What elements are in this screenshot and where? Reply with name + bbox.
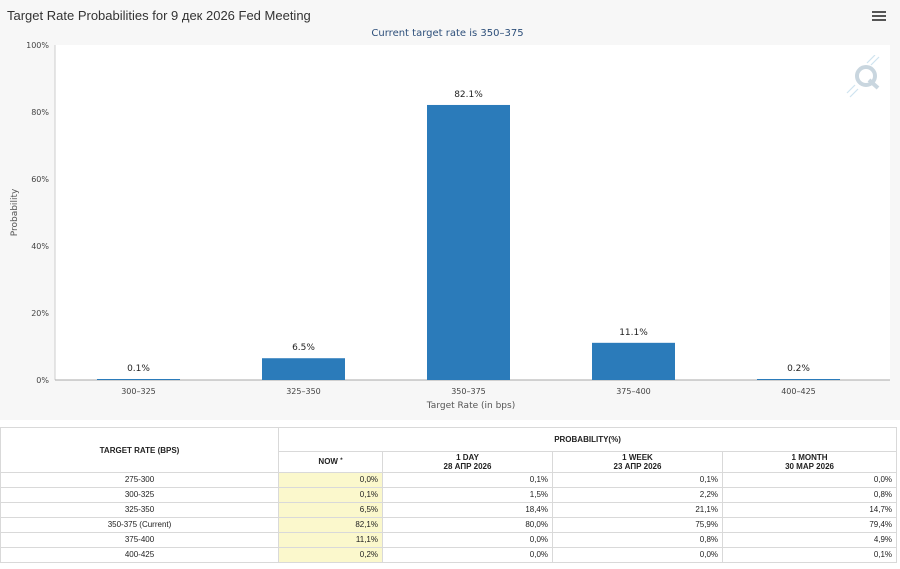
one-day-cell: 18,4% xyxy=(382,502,553,518)
bar xyxy=(592,342,675,380)
x-tick-label: 325–350 xyxy=(286,387,321,396)
chart-subtitle: Current target rate is 350–375 xyxy=(371,28,523,39)
bar-value-label: 0.1% xyxy=(127,364,150,374)
target-rate-header: TARGET RATE (BPS) xyxy=(0,427,279,473)
one-week-date: 23 АПР 2026 xyxy=(613,461,662,471)
chart-panel: Current target rate is 350–375 0% 20% 40% 60… xyxy=(7,8,890,411)
y-tick-label: 0% xyxy=(36,376,49,385)
y-tick-label: 80% xyxy=(31,108,49,117)
y-tick-label: 60% xyxy=(31,175,49,184)
x-tick-label: 300–325 xyxy=(121,387,156,396)
one-day-cell: 0,0% xyxy=(382,547,553,563)
table-row: 325-350 6,5% 18,4% 21,1% 14,7% xyxy=(0,502,898,518)
one-day-cell: 1,5% xyxy=(382,487,553,503)
one-month-cell: 79,4% xyxy=(721,517,898,533)
bar xyxy=(97,379,180,380)
now-cell: 0,2% xyxy=(278,547,383,563)
y-axis-title: Probability xyxy=(10,188,20,236)
y-tick-label: 40% xyxy=(31,242,49,251)
one-month-header: 1 MONTH 30 МАР 2026 xyxy=(721,450,898,474)
bar-value-label: 0.2% xyxy=(787,364,810,374)
rate-cell: 325-350 xyxy=(0,502,279,518)
one-day-cell: 0,0% xyxy=(382,532,553,548)
one-month-cell: 0,1% xyxy=(721,547,898,563)
one-week-cell: 2,2% xyxy=(552,487,723,503)
bar-value-label: 11.1% xyxy=(619,328,648,338)
probability-header: PROBABILITY(%) xyxy=(277,427,898,452)
now-header-label: NOW xyxy=(318,457,338,467)
probability-table: TARGET RATE (BPS) PROBABILITY(%) NOW * 1… xyxy=(0,427,898,563)
bar-value-label: 82.1% xyxy=(454,90,483,100)
y-tick-label: 20% xyxy=(31,309,49,318)
table-row: 400-425 0,2% 0,0% 0,0% 0,1% xyxy=(0,547,898,563)
chart-title: Target Rate Probabilities for 9 дек 2026… xyxy=(7,8,311,23)
now-cell: 0,0% xyxy=(278,472,383,488)
rate-cell: 350-375 (Current) xyxy=(0,517,279,533)
one-month-label: 1 MONTH xyxy=(791,452,828,462)
one-week-label: 1 WEEK xyxy=(622,452,653,462)
x-tick-label: 350–375 xyxy=(451,387,486,396)
q-logo-icon xyxy=(846,55,880,98)
x-axis-title: Target Rate (in bps) xyxy=(426,401,515,411)
one-month-cell: 0,8% xyxy=(721,487,898,503)
one-day-label: 1 DAY xyxy=(456,452,479,462)
bar xyxy=(427,104,510,380)
one-week-cell: 0,0% xyxy=(552,547,723,563)
one-week-cell: 0,8% xyxy=(552,532,723,548)
x-tick-label: 375–400 xyxy=(616,387,651,396)
now-cell: 82,1% xyxy=(278,517,383,533)
rate-cell: 400-425 xyxy=(0,547,279,563)
now-header: NOW * xyxy=(278,450,383,474)
one-week-cell: 0,1% xyxy=(552,472,723,488)
now-cell: 11,1% xyxy=(278,532,383,548)
bar-value-label: 6.5% xyxy=(292,343,315,353)
one-month-cell: 4,9% xyxy=(721,532,898,548)
one-week-header: 1 WEEK 23 АПР 2026 xyxy=(552,450,723,474)
rate-cell: 375-400 xyxy=(0,532,279,548)
one-month-cell: 0,0% xyxy=(721,472,898,488)
bar-chart: Current target rate is 350–375 0% 20% 40% 60… xyxy=(10,28,890,411)
one-day-cell: 0,1% xyxy=(382,472,553,488)
one-day-cell: 80,0% xyxy=(382,517,553,533)
rate-cell: 300-325 xyxy=(0,487,279,503)
hamburger-menu-icon[interactable] xyxy=(871,9,887,25)
table-row: 350-375 (Current) 82,1% 80,0% 75,9% 79,4… xyxy=(0,517,898,533)
rate-cell: 275-300 xyxy=(0,472,279,488)
table-row: 300-325 0,1% 1,5% 2,2% 0,8% xyxy=(0,487,898,503)
one-week-cell: 21,1% xyxy=(552,502,723,518)
one-day-date: 28 АПР 2026 xyxy=(443,461,492,471)
one-month-cell: 14,7% xyxy=(721,502,898,518)
table-row: 375-400 11,1% 0,0% 0,8% 4,9% xyxy=(0,532,898,548)
bar xyxy=(757,379,840,380)
one-day-header: 1 DAY 28 АПР 2026 xyxy=(382,450,553,474)
table-row: 275-300 0,0% 0,1% 0,1% 0,0% xyxy=(0,472,898,488)
x-tick-label: 400–425 xyxy=(781,387,816,396)
bar xyxy=(262,358,345,380)
one-month-date: 30 МАР 2026 xyxy=(785,461,834,471)
y-tick-label: 100% xyxy=(26,41,49,50)
one-week-cell: 75,9% xyxy=(552,517,723,533)
now-footnote-marker: * xyxy=(340,458,343,465)
now-cell: 0,1% xyxy=(278,487,383,503)
now-cell: 6,5% xyxy=(278,502,383,518)
